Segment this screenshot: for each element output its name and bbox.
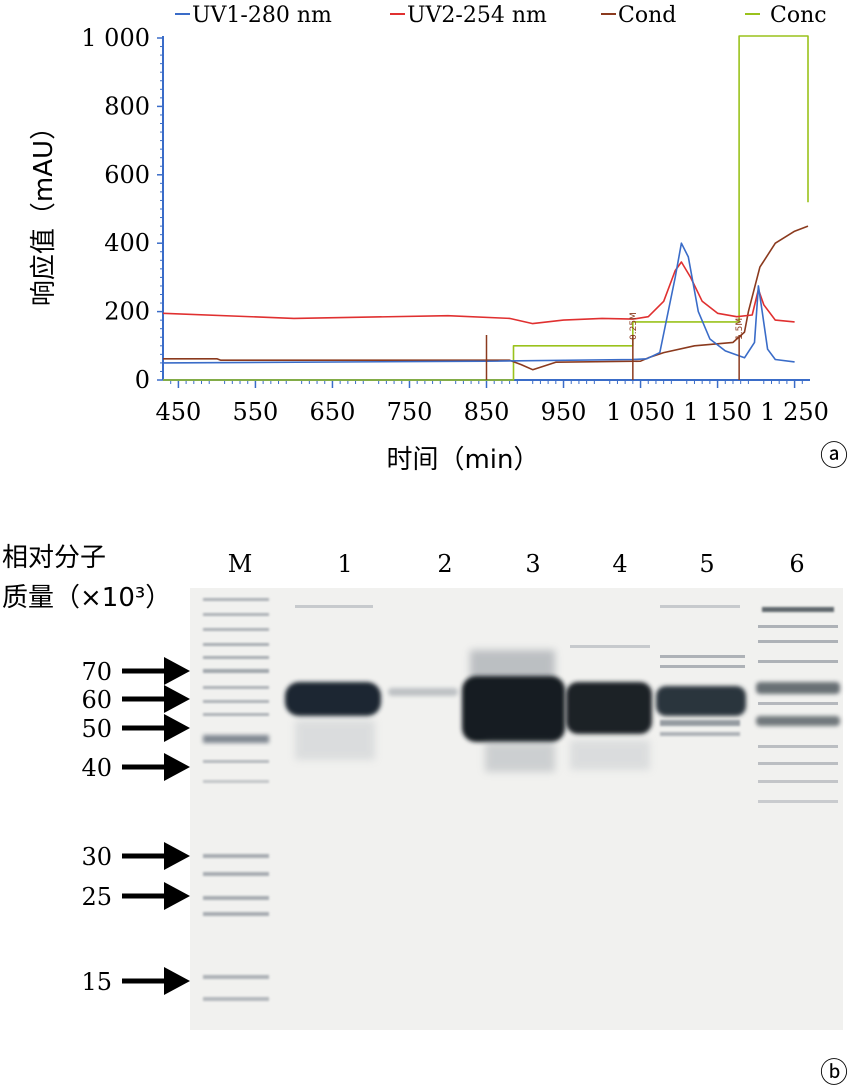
mw-label-line2: 质量（×10³） (2, 583, 171, 613)
mw-marker-40: 40 (81, 753, 190, 782)
svg-text:25: 25 (81, 883, 112, 911)
lane-4-band (566, 682, 652, 734)
x-tick-label: 950 (541, 398, 587, 426)
marker-label: 0.25M (629, 312, 639, 340)
y-ticks: 0 200 400 600 800 1 000 (81, 24, 163, 394)
x-tick-label: 1 250 (760, 398, 829, 426)
svg-text:50: 50 (81, 715, 112, 743)
y-axis-label: 响应值（mAU） (29, 114, 59, 306)
mw-marker-25: 25 (81, 882, 190, 911)
mw-markers: 70 60 50 40 30 (81, 657, 190, 996)
x-tick-label: 850 (464, 398, 510, 426)
x-tick-label: 450 (155, 398, 201, 426)
legend: UV1-280 nm UV2-254 nm Cond Conc (175, 3, 827, 28)
y-tick-label: 1 000 (81, 24, 150, 52)
legend-uv280: UV1-280 nm (192, 3, 332, 28)
series-layer (162, 35, 809, 381)
marker-lines: 0.25M 1.5M (474, 312, 745, 380)
lane-label-3: 3 (525, 550, 540, 578)
svg-text:15: 15 (81, 968, 112, 996)
y-tick-label: 600 (104, 161, 150, 189)
x-tick-label: 1 050 (606, 398, 675, 426)
series-conc (163, 35, 809, 381)
marker-label: 1.5M (735, 318, 745, 340)
x-tick-label: 1 150 (683, 398, 752, 426)
arrow-icon (164, 967, 190, 995)
arrow-icon (164, 842, 190, 870)
legend-conc: Conc (770, 3, 827, 28)
lane-6-band (762, 607, 834, 612)
gel-panel: 相对分子 质量（×10³） M 1 2 3 4 5 6 (2, 543, 848, 1089)
mw-label-line1: 相对分子 (2, 543, 106, 573)
y-tick-label: 400 (104, 229, 150, 257)
lane-2-band (388, 688, 458, 696)
lane-label-6: 6 (789, 550, 804, 578)
lane-labels: M 1 2 3 4 5 6 (228, 550, 805, 578)
chromatogram-panel: UV1-280 nm UV2-254 nm Cond Conc 0 200 400 6… (29, 3, 848, 475)
svg-text:40: 40 (81, 754, 112, 782)
y-tick-label: 800 (104, 92, 150, 120)
mw-marker-70: 70 (81, 657, 190, 686)
x-ticks: 450 550 650 750 850 950 1 050 1 150 1 250 (155, 380, 829, 426)
mw-marker-15: 15 (81, 967, 190, 996)
mw-marker-30: 30 (81, 842, 190, 871)
lane-1-band (285, 682, 381, 716)
series-cond (163, 225, 809, 371)
arrow-icon (164, 714, 190, 742)
lane-label-4: 4 (612, 550, 627, 578)
y-tick-label: 0 (135, 366, 150, 394)
arrow-icon (164, 657, 190, 685)
legend-uv254: UV2-254 nm (407, 3, 547, 28)
legend-cond: Cond (618, 3, 676, 28)
svg-text:30: 30 (81, 843, 112, 871)
x-axis-label: 时间（min） (386, 445, 539, 475)
svg-text:70: 70 (81, 658, 112, 686)
series-uv1-280-nm (162, 242, 795, 364)
lane-label-m: M (228, 550, 253, 578)
x-tick-label: 550 (233, 398, 279, 426)
lane-label-5: 5 (699, 550, 714, 578)
mw-marker-50: 50 (81, 714, 190, 743)
sample-lanes (285, 605, 840, 803)
lane-label-1: 1 (337, 550, 352, 578)
lane-3-band (462, 676, 565, 742)
lane-5-band (656, 686, 746, 716)
arrow-icon (164, 753, 190, 781)
lane-label-2: 2 (437, 550, 452, 578)
arrow-icon (164, 882, 190, 910)
panel-a-letter: ⓐ (820, 439, 848, 472)
x-tick-label: 750 (387, 398, 433, 426)
marker-lane (203, 598, 269, 1001)
series-uv2-254-nm (162, 261, 795, 325)
panel-b-letter: ⓑ (820, 1056, 848, 1089)
y-tick-label: 200 (104, 298, 150, 326)
mw-marker-60: 60 (81, 685, 190, 714)
svg-text:60: 60 (81, 686, 112, 714)
arrow-icon (164, 685, 190, 713)
x-tick-label: 650 (310, 398, 356, 426)
